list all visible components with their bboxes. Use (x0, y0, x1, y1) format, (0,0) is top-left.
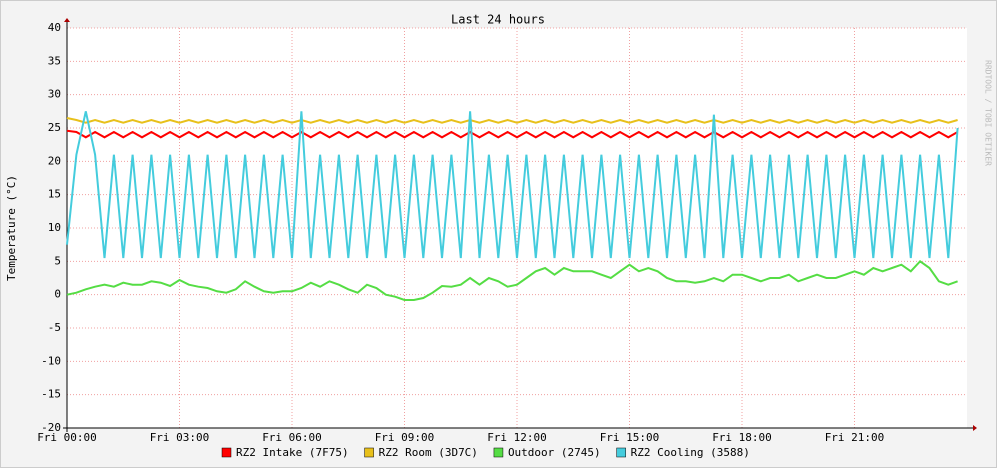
legend-swatch (364, 447, 374, 458)
y-tick-label: -15 (41, 388, 61, 401)
x-tick-label: Fri 09:00 (375, 431, 435, 444)
x-tick-label: Fri 21:00 (825, 431, 885, 444)
y-tick-label: 25 (48, 121, 61, 134)
legend-label: Outdoor (2745) (508, 446, 601, 459)
legend-swatch (616, 447, 626, 458)
legend-label: RZ2 Cooling (3588) (631, 446, 750, 459)
legend-label: RZ2 Room (3D7C) (379, 446, 478, 459)
y-tick-label: 15 (48, 188, 61, 201)
x-tick-label: Fri 00:00 (37, 431, 97, 444)
y-tick-label: 0 (54, 288, 61, 301)
y-tick-label: 5 (54, 254, 61, 267)
y-tick-label: -10 (41, 354, 61, 367)
chart-title: Last 24 hours (451, 13, 545, 27)
arrow (64, 18, 70, 22)
watermark: RRDTOOL / TOBI OETIKER (984, 60, 993, 166)
legend-swatch (493, 447, 504, 458)
y-tick-label: -20 (41, 421, 61, 434)
x-tick-label: Fri 15:00 (600, 431, 660, 444)
y-axis-label: Temperature (°C) (5, 175, 18, 281)
y-tick-label: 20 (48, 154, 61, 167)
y-tick-label: 10 (48, 221, 61, 234)
series-line (66, 129, 959, 139)
y-tick-label: 35 (48, 54, 61, 67)
x-tick-label: Fri 18:00 (712, 431, 772, 444)
series-line (66, 111, 959, 259)
x-tick-label: Fri 06:00 (262, 431, 322, 444)
x-tick-label: Fri 03:00 (150, 431, 210, 444)
y-tick-label: 40 (48, 21, 61, 34)
arrow (973, 425, 977, 431)
y-tick-label: 30 (48, 88, 61, 101)
legend-swatch (221, 447, 232, 458)
series-line (66, 259, 958, 301)
y-tick-label: -5 (48, 321, 61, 334)
legend-label: RZ2 Intake (7F75) (236, 446, 349, 459)
series-line (66, 117, 958, 124)
x-tick-label: Fri 12:00 (487, 431, 547, 444)
